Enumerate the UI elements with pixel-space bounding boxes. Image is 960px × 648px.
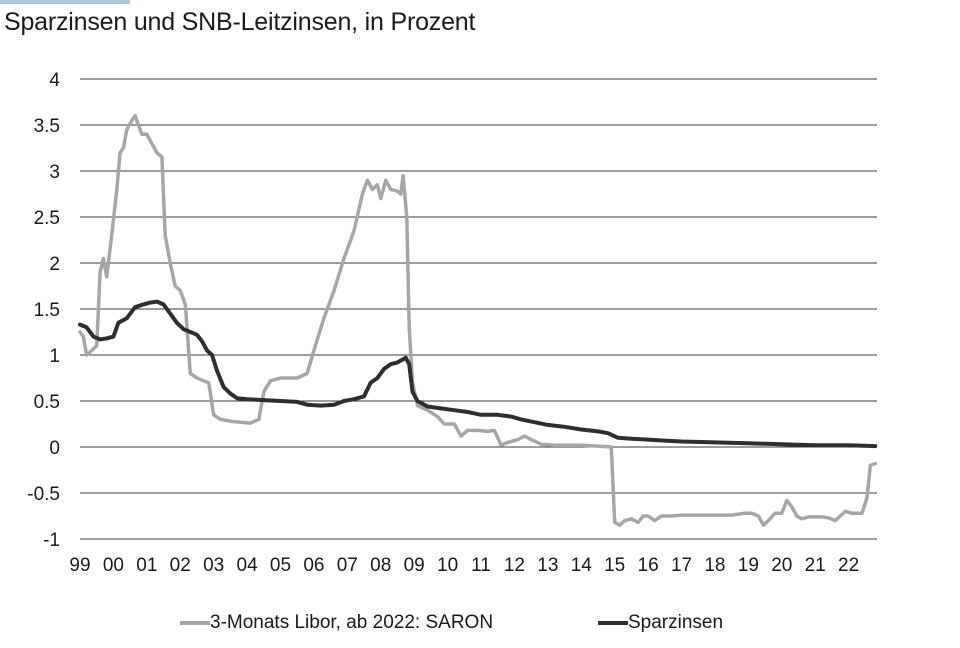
title-accent-bar xyxy=(0,0,130,4)
x-tick-label: 22 xyxy=(838,555,859,576)
x-tick-label: 09 xyxy=(404,555,425,576)
chart-title: Sparzinsen und SNB-Leitzinsen, in Prozen… xyxy=(4,8,476,36)
x-tick-label: 05 xyxy=(270,555,291,576)
y-axis-ticks: 4 3.5 3 2.5 2 1.5 1 0.5 0 -0.5 -1 xyxy=(27,70,60,551)
y-tick-label: 3.5 xyxy=(34,116,60,137)
legend-item-libor: 3-Monats Libor, ab 2022: SARON xyxy=(180,612,493,634)
x-tick-label: 06 xyxy=(303,555,324,576)
x-tick-label: 10 xyxy=(437,555,458,576)
x-tick-label: 15 xyxy=(604,555,625,576)
y-tick-label: 4 xyxy=(49,70,60,91)
x-tick-label: 07 xyxy=(337,555,358,576)
x-tick-label: 19 xyxy=(738,555,759,576)
legend: 3-Monats Libor, ab 2022: SARON Sparzinse… xyxy=(0,612,960,642)
gridlines xyxy=(80,78,877,540)
y-tick-label: -0.5 xyxy=(27,484,60,505)
x-tick-label: 14 xyxy=(571,555,593,576)
series-line-sparzinsen xyxy=(78,299,878,449)
x-tick-label: 00 xyxy=(103,555,124,576)
x-tick-label: 16 xyxy=(638,555,659,576)
y-tick-label: 0.5 xyxy=(34,392,60,413)
x-tick-label: 04 xyxy=(237,555,259,576)
y-tick-label: 2.5 xyxy=(34,208,60,229)
series-lines xyxy=(78,114,878,527)
x-tick-label: 12 xyxy=(504,555,525,576)
x-tick-label: 11 xyxy=(471,555,491,576)
x-tick-label: 01 xyxy=(136,555,157,576)
legend-label-libor: 3-Monats Libor, ab 2022: SARON xyxy=(210,612,494,633)
y-tick-label: 2 xyxy=(49,254,60,275)
x-tick-label: 18 xyxy=(704,555,725,576)
x-tick-label: 20 xyxy=(771,555,792,576)
x-tick-label: 03 xyxy=(203,555,224,576)
legend-label-sparzinsen: Sparzinsen xyxy=(628,612,724,633)
x-tick-label: 99 xyxy=(69,555,90,576)
x-tick-label: 13 xyxy=(537,555,558,576)
legend-item-sparzinsen: Sparzinsen xyxy=(598,612,723,634)
line-chart: 4 3.5 3 2.5 2 1.5 1 0.5 0 -0.5 -1 99 00 01 02 03 04 05 06… xyxy=(27,70,878,576)
x-tick-label: 08 xyxy=(370,555,391,576)
y-tick-label: 3 xyxy=(49,162,60,183)
x-axis-ticks: 99 00 01 02 03 04 05 06 07 08 09 10 11 12 13 14 15 16 17 18… xyxy=(69,555,859,576)
x-tick-label: 17 xyxy=(671,555,692,576)
legend-swatch-sparzinsen xyxy=(598,621,628,625)
legend-swatch-libor xyxy=(180,621,210,625)
y-tick-label: 1 xyxy=(49,346,60,367)
y-tick-label: 1.5 xyxy=(34,300,60,321)
series-line-libor xyxy=(78,114,878,527)
x-tick-label: 02 xyxy=(170,555,191,576)
y-tick-label: -1 xyxy=(43,530,60,551)
y-tick-label: 0 xyxy=(49,438,60,459)
x-tick-label: 21 xyxy=(805,555,826,576)
